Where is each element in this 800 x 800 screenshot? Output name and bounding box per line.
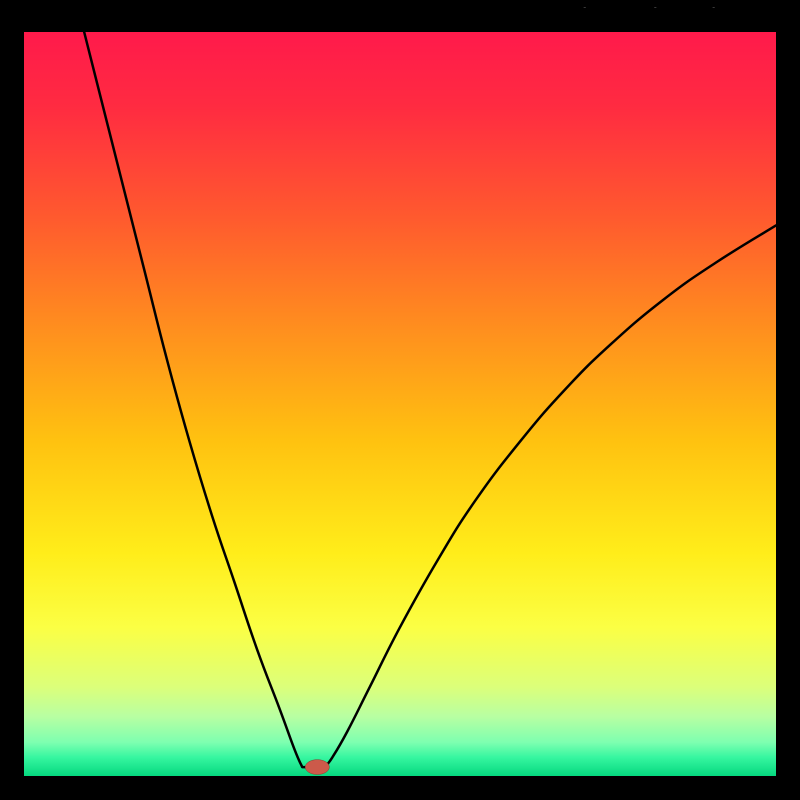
bottleneck-chart <box>24 32 776 776</box>
optimal-point-marker <box>305 760 329 775</box>
chart-background-gradient <box>24 32 776 776</box>
chart-svg <box>24 32 776 776</box>
